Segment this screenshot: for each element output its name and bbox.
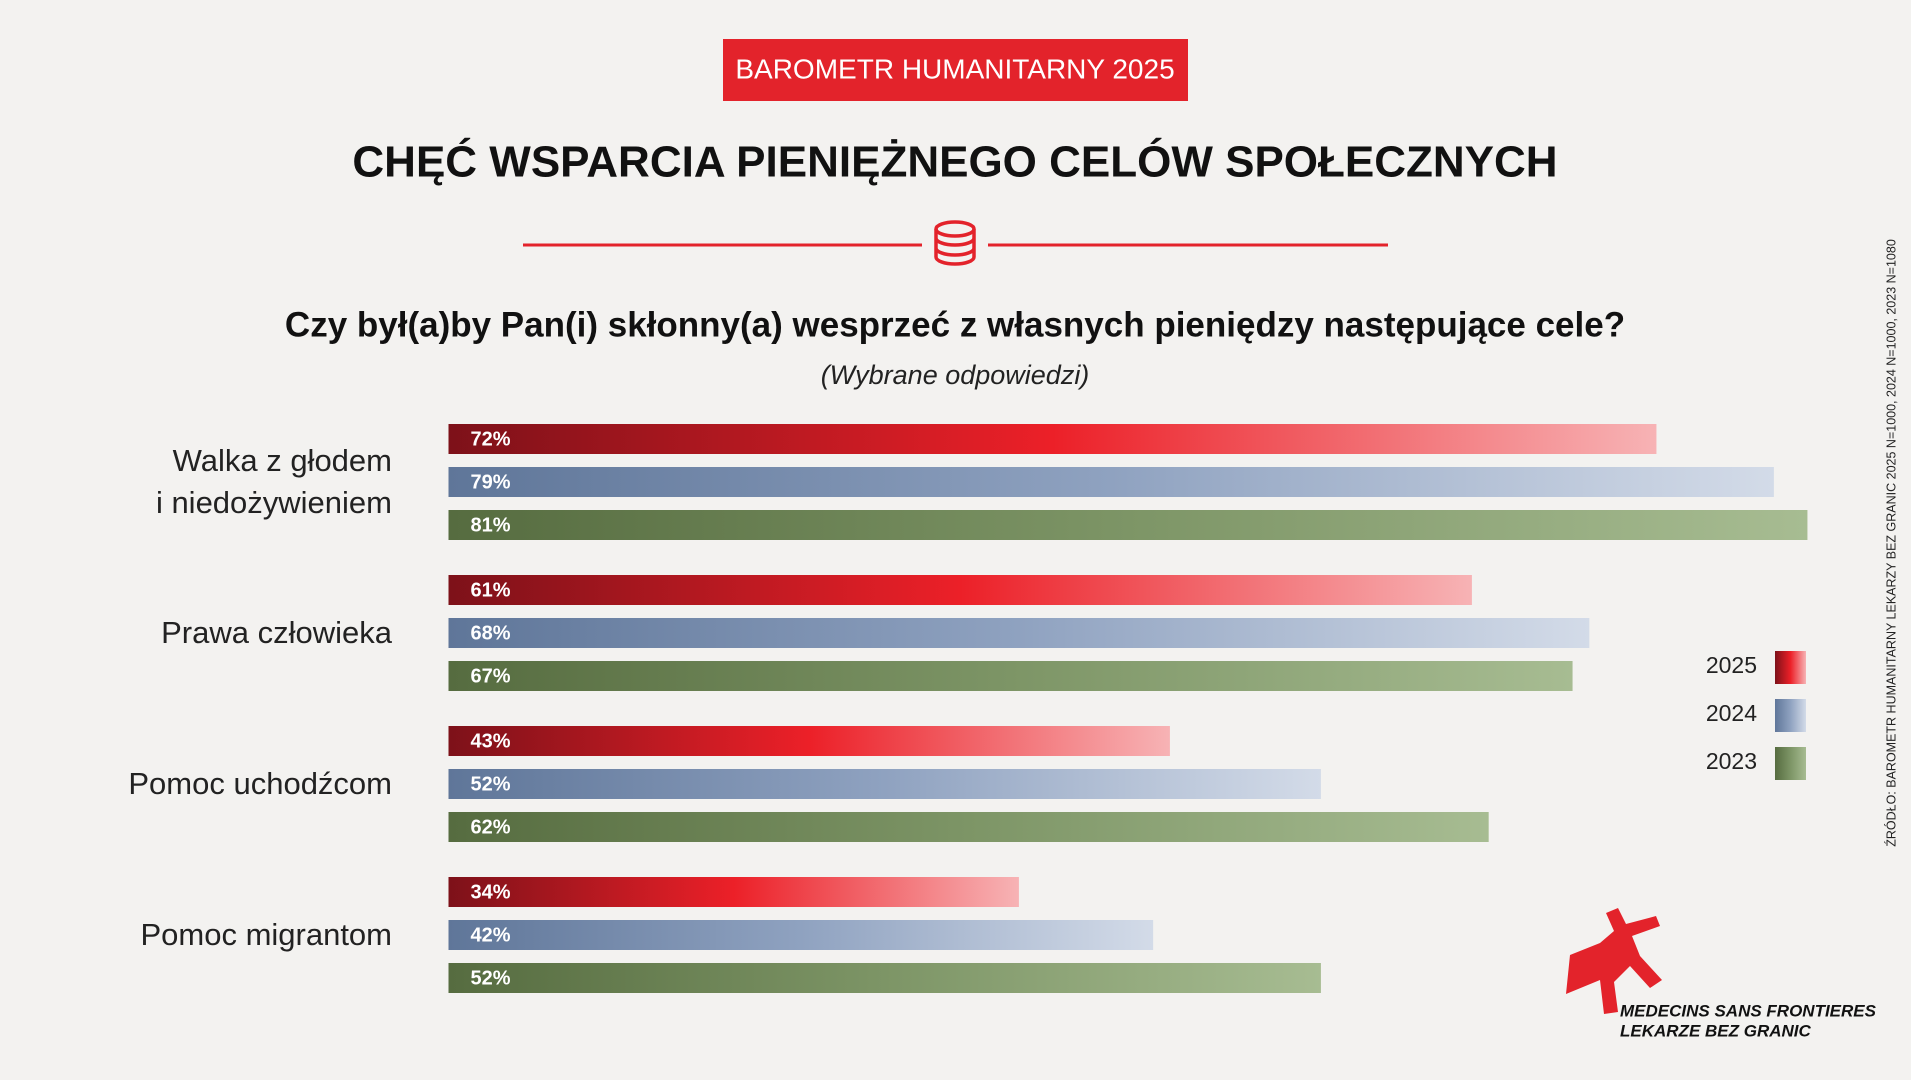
msf-logo [1566, 908, 1662, 1014]
bar [448, 812, 1489, 842]
source: ŹRÓDŁO: BAROMETR HUMANITARNY LEKARZY BEZ… [1883, 239, 1898, 847]
category-label: Pomoc migrantom [140, 917, 392, 952]
value-label: 52% [471, 773, 511, 795]
badge-box [723, 39, 1188, 101]
note: (Wybrane odpowiedzi) [821, 360, 1090, 390]
value-label: 72% [471, 428, 511, 450]
value-label: 43% [471, 730, 511, 752]
value-label: 61% [471, 579, 511, 601]
value-label: 34% [471, 881, 511, 903]
question: Czy był(a)by Pan(i) skłonny(a) wesprzeć … [285, 305, 1625, 344]
bar [448, 661, 1573, 691]
category-label: Walka z głodem i niedożywieniem [155, 443, 392, 520]
value-label: 67% [471, 665, 511, 687]
category-label: Prawa człowieka [161, 615, 392, 650]
legend-swatch [1775, 747, 1806, 780]
bar [448, 877, 1019, 907]
badge: BAROMETR HUMANITARNY 2025 [735, 53, 1174, 84]
bar [448, 510, 1808, 540]
logo-line1: MEDECINS SANS FRONTIERES [1620, 1001, 1877, 1020]
value-label: 68% [471, 622, 511, 644]
value-label: 42% [471, 924, 511, 946]
legend-label: 2025 [1706, 652, 1757, 678]
legend-label: 2024 [1706, 700, 1757, 726]
logo-line2: LEKARZE BEZ GRANIC [1620, 1021, 1812, 1040]
coins-icon [934, 220, 976, 266]
bar [448, 769, 1321, 799]
bar [448, 963, 1321, 993]
bar [448, 467, 1774, 497]
legend-swatch [1775, 699, 1806, 732]
value-label: 62% [471, 816, 511, 838]
legend-swatch [1775, 651, 1806, 684]
value-label: 52% [471, 967, 511, 989]
value-label: 81% [471, 514, 511, 536]
bar [448, 920, 1154, 950]
category-label: Pomoc uchodźcom [128, 766, 392, 801]
value-label: 79% [471, 471, 511, 493]
bar [448, 726, 1170, 756]
bar [448, 424, 1657, 454]
legend-label: 2023 [1706, 748, 1757, 774]
bar [448, 575, 1472, 605]
chart-title: CHĘĆ WSPARCIA PIENIĘŻNEGO CELÓW SPOŁECZN… [352, 137, 1557, 187]
bar [448, 618, 1590, 648]
